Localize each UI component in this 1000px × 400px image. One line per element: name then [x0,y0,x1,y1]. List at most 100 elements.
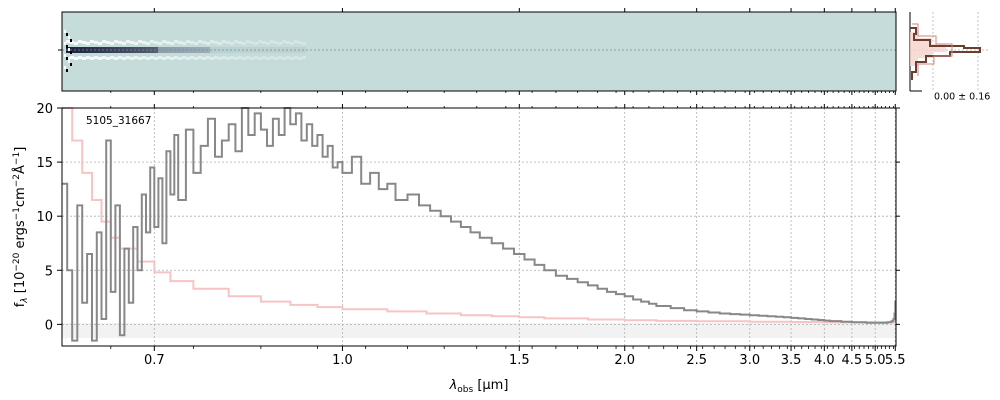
x-tick-label: 2.0 [614,353,635,368]
trace-cell [298,57,302,60]
trace-cell [278,56,282,59]
x-tick-label: 5.0 [865,353,886,368]
trace-cell [114,40,118,43]
trace-cell [178,41,182,44]
trace-cell [190,56,194,59]
trace-cell [70,51,72,54]
trace-cell [142,56,146,59]
y-label-mid2: cm [13,187,28,207]
trace-cell [214,41,218,44]
trace-cell [206,42,210,45]
trace-cell [110,42,114,45]
trace-cell [90,40,94,43]
y-tick-label: 0 [45,318,53,333]
trace-cell [254,42,258,45]
trace-cell [74,42,78,45]
trace-cell [74,57,78,60]
trace-cell [226,57,230,60]
trace-cell [154,41,158,44]
trace-cell [274,41,278,44]
trace-cell [226,41,230,44]
trace-cell [166,56,170,59]
x-tick-label: 4.5 [842,353,863,368]
trace-cell [66,57,68,60]
y-tick-label: 5 [45,264,53,279]
trace-cell [68,60,70,63]
trace-cell [98,57,102,60]
x-tick-label: 3.5 [781,353,802,368]
y-axis-label: fλ [10−20 ergs−1cm−2Å−1] [12,147,30,308]
trace-cell [94,56,98,59]
spectrum-2d-panel [58,8,897,95]
trace-cell [70,63,72,66]
x-tick-label: 0.7 [144,353,165,368]
trace-cell [210,40,214,43]
x-ticks: 0.7 1.0 1.5 2.0 2.5 3.0 3.5 4.0 4.5 5.0 5.5 [110,104,906,368]
y-label-f: f [13,302,28,307]
trace-cell [246,40,250,43]
trace-cell [242,57,246,60]
trace-cell [78,40,82,43]
trace-cell [178,57,182,60]
profile-panel: 0.00 ± 0.16 [909,12,990,102]
trace-cell [166,41,170,44]
trace-cell [262,56,266,59]
plot-area [62,108,896,346]
trace-cell [122,42,126,45]
y-tick-label: 20 [36,102,53,117]
y-label-end: ] [13,147,28,152]
y-ticks: 0 5 10 15 20 [36,102,900,333]
y-tick-label: 10 [36,210,53,225]
trace-cell [186,40,190,43]
trace-cell [170,42,174,45]
trace-cell [118,41,122,44]
trace-cell [68,48,70,51]
trace-cell [286,41,290,44]
trace-cell [64,54,66,57]
trace-cell [174,56,178,59]
trace-cell [270,56,274,59]
trace-cell [138,57,142,60]
trace-cell [186,57,190,60]
trace-cell [134,42,138,45]
trace-cell [106,57,110,60]
trace-cell [234,40,238,43]
x-axis-label: λobs [μm] [449,378,509,395]
trace-cell [82,57,86,60]
trace-cell [66,33,68,36]
trace-cell [70,56,74,59]
trace-cell [294,40,298,43]
trace-cell [298,41,302,44]
trace-cell [210,57,214,60]
trace-cell [278,42,282,45]
trace-cell [218,42,222,45]
trace-cell [102,40,106,43]
trace-cell [106,41,110,44]
trace-cell [282,57,286,60]
trace-cell [66,40,70,43]
trace-cell [150,40,154,43]
trace-cell [238,56,242,59]
trace-cell [94,41,98,44]
y-label-lambda: λ [20,297,30,303]
trace-cell [126,40,130,43]
x-label-sub: obs [457,385,473,395]
zero-band [62,323,896,338]
trace-cell [294,56,298,59]
trace-cell [302,56,306,59]
trace-cell [286,56,290,59]
trace-cell [218,57,222,60]
trace-cell [182,56,186,59]
trace-cell [154,57,158,60]
trace-cell [238,41,242,44]
x-tick-label: 1.5 [509,353,530,368]
trace-cell [202,57,206,60]
trace-cell [202,41,206,44]
profile-curve-thin [912,23,953,76]
profile-curve [910,27,981,80]
trace-cell [64,42,66,45]
trace-cell [126,56,130,59]
trace-cell [274,57,278,60]
flux-series [62,107,897,342]
